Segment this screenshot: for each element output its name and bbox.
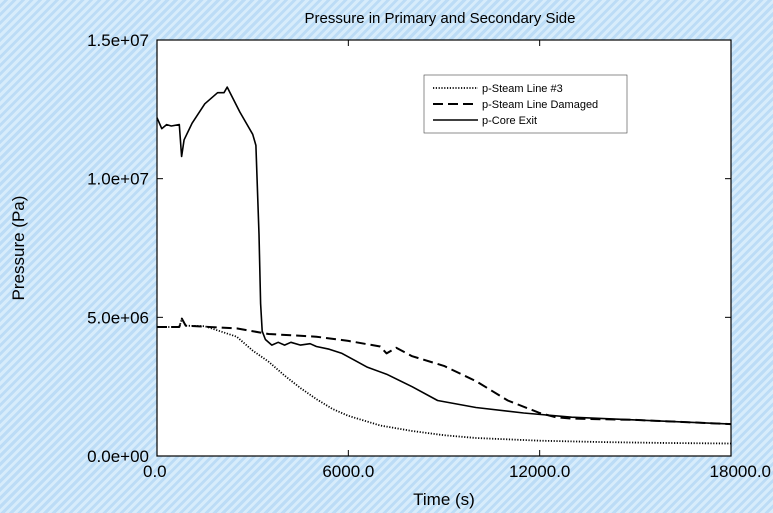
y-tick-label: 1.0e+07 <box>87 170 149 189</box>
x-tick-label: 12000.0 <box>509 462 570 481</box>
y-axis: 0.0e+00 5.0e+06 1.0e+07 1.5e+07 <box>87 31 731 466</box>
y-tick-label: 5.0e+06 <box>87 308 149 327</box>
series-line-2 <box>157 317 732 426</box>
y-axis-label: Pressure (Pa) <box>9 196 28 301</box>
chart-title: Pressure in Primary and Secondary Side <box>305 10 576 27</box>
x-tick-label: 6000.0 <box>322 462 374 481</box>
legend-label-steam-line-3: p-Steam Line #3 <box>482 83 563 95</box>
y-tick-label: 1.5e+07 <box>87 31 149 50</box>
x-tick-label: 18000.0 <box>710 462 771 481</box>
series-layer <box>156 86 732 445</box>
x-axis-label: Time (s) <box>413 490 475 509</box>
x-tick-label: 0.0 <box>143 462 167 481</box>
legend: p-Steam Line #3 p-Steam Line Damaged p-C… <box>423 74 628 134</box>
y-tick-label: 0.0e+00 <box>87 447 149 466</box>
series-line-3 <box>156 86 732 425</box>
legend-label-steam-line-damaged: p-Steam Line Damaged <box>482 99 598 111</box>
legend-label-core-exit: p-Core Exit <box>482 115 537 127</box>
x-axis: 0.0 6000.0 12000.0 18000.0 <box>143 40 771 481</box>
